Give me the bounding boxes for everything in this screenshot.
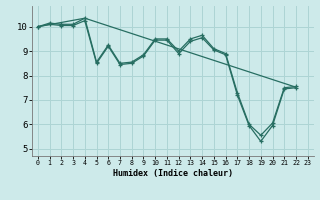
X-axis label: Humidex (Indice chaleur): Humidex (Indice chaleur) (113, 169, 233, 178)
